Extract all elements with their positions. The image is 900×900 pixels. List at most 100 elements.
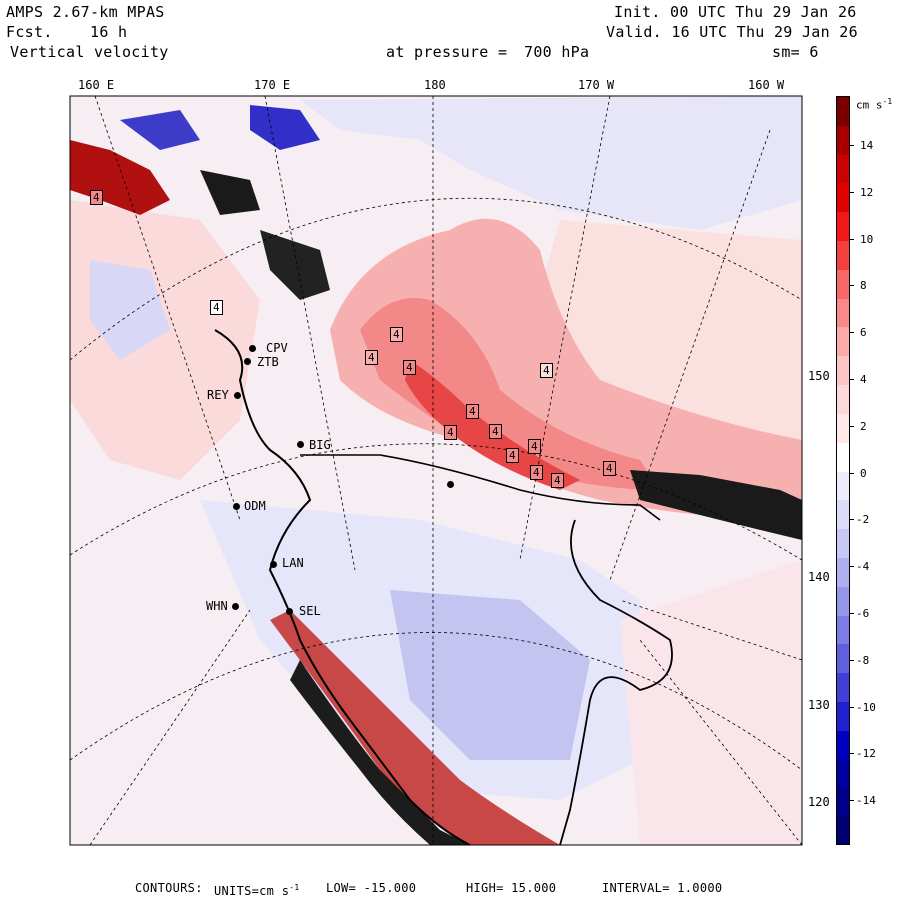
station-marker bbox=[297, 441, 304, 448]
lon-label-170e: 170 E bbox=[254, 78, 291, 92]
pressure-label: at pressure = bbox=[386, 43, 508, 61]
ice-shelf-front bbox=[300, 454, 661, 521]
contour-label: 4 bbox=[489, 424, 502, 439]
init-time: Init. 00 UTC Thu 29 Jan 26 bbox=[614, 3, 857, 21]
colorbar-swatch bbox=[837, 356, 849, 386]
field-name: Vertical velocity bbox=[10, 43, 169, 61]
colorbar-swatch bbox=[837, 759, 849, 789]
colorbar-swatch bbox=[837, 154, 849, 184]
colorbar-swatch bbox=[837, 557, 849, 588]
station-label-whn: WHN bbox=[206, 599, 228, 613]
negative-region-north bbox=[300, 96, 802, 230]
model-title: AMPS 2.67-km MPAS bbox=[6, 3, 165, 21]
colorbar-swatch bbox=[837, 327, 849, 357]
colorbar-swatch bbox=[837, 241, 849, 271]
contour-label: 4 bbox=[528, 439, 541, 454]
footer-units-exponent: -1 bbox=[289, 883, 300, 892]
station-marker bbox=[447, 481, 454, 488]
colorbar-swatch bbox=[837, 471, 849, 501]
contour-label: 4 bbox=[551, 473, 564, 488]
footer-high: HIGH= 15.000 bbox=[466, 881, 557, 895]
contour-label: 4 bbox=[365, 350, 378, 365]
station-marker bbox=[286, 608, 293, 615]
colorbar-tick bbox=[850, 659, 854, 661]
colorbar-tick bbox=[850, 472, 854, 474]
colorbar-tick bbox=[850, 425, 854, 427]
forecast-hours: 16 h bbox=[90, 23, 128, 41]
colorbar-swatch bbox=[837, 673, 849, 703]
intense-cell-nw-blue bbox=[120, 110, 200, 150]
contour-label: 4 bbox=[444, 425, 457, 440]
colorbar-tick bbox=[850, 379, 854, 380]
intense-cell-coast1 bbox=[260, 230, 330, 300]
colorbar-tick-label: 12 bbox=[860, 185, 874, 199]
contour-label: 4 bbox=[390, 327, 403, 342]
footer-units: UNITS=cm s-1 bbox=[214, 880, 299, 899]
map-frame bbox=[69, 95, 803, 846]
colorbar-swatch bbox=[837, 500, 849, 530]
colorbar-tick bbox=[850, 566, 854, 568]
contour-label: 4 bbox=[530, 465, 543, 480]
colorbar-tick bbox=[850, 285, 854, 287]
station-marker bbox=[234, 392, 241, 399]
colorbar-swatch bbox=[837, 701, 849, 732]
colorbar-tick-label: 10 bbox=[860, 232, 874, 246]
footer-contours: CONTOURS: bbox=[135, 881, 203, 895]
pressure-level: 700 hPa bbox=[524, 43, 590, 61]
colorbar-tick-label: -2 bbox=[856, 513, 870, 527]
colorbar-tick-label: 8 bbox=[860, 279, 867, 293]
colorbar-swatch bbox=[837, 615, 849, 645]
contour-label: 4 bbox=[210, 300, 223, 315]
colorbar-swatch bbox=[837, 97, 849, 127]
colorbar-swatch bbox=[837, 442, 849, 472]
contour-label: 4 bbox=[90, 190, 103, 205]
smoothing-value: sm= 6 bbox=[772, 43, 819, 61]
positive-band-outer bbox=[330, 218, 802, 520]
colorbar-tick-label: -12 bbox=[856, 747, 876, 761]
contour-label: 4 bbox=[603, 461, 616, 476]
colorbar-swatch bbox=[837, 298, 849, 328]
contour-label: 4 bbox=[540, 363, 553, 378]
station-marker bbox=[232, 603, 239, 610]
lon-label-160e: 160 E bbox=[78, 78, 115, 92]
ice-shelf-edge bbox=[559, 519, 673, 845]
colorbar-tick bbox=[850, 800, 854, 802]
colorbar-tick bbox=[850, 191, 854, 193]
contour-label: 4 bbox=[506, 448, 519, 463]
valid-time: Valid. 16 UTC Thu 29 Jan 26 bbox=[606, 23, 858, 41]
positive-band-core bbox=[405, 360, 580, 490]
contour-label: 4 bbox=[466, 404, 479, 419]
coastline bbox=[214, 329, 471, 845]
positive-band-mid bbox=[360, 298, 660, 490]
colorbar-swatch bbox=[837, 212, 849, 242]
lon-label-160w: 160 W bbox=[748, 78, 785, 92]
station-marker bbox=[270, 561, 277, 568]
intense-cell-north bbox=[250, 105, 320, 150]
station-label-sel: SEL bbox=[299, 604, 321, 618]
station-label-rey: REY bbox=[207, 388, 229, 402]
colorbar-tick bbox=[850, 613, 854, 614]
colorbar-tick-label: -4 bbox=[856, 560, 870, 574]
colorbar-swatch bbox=[837, 586, 849, 617]
colorbar-tick bbox=[850, 145, 854, 146]
colorbar-tick-label: -10 bbox=[856, 700, 876, 714]
colorbar-swatch bbox=[837, 183, 849, 213]
colorbar-tick-label: 4 bbox=[860, 373, 867, 386]
colorbar-tick-label: -8 bbox=[856, 653, 870, 667]
colorbar-tick bbox=[850, 332, 854, 334]
colorbar-tick bbox=[850, 753, 854, 755]
intense-band-south-dark bbox=[290, 660, 470, 845]
colorbar-swatch bbox=[837, 125, 849, 156]
positive-region-southeast bbox=[620, 560, 802, 845]
station-marker bbox=[233, 503, 240, 510]
colorbar-tick-label: 2 bbox=[860, 419, 867, 433]
footer-interval: INTERVAL= 1.0000 bbox=[602, 881, 723, 895]
colorbar-tick-label: -6 bbox=[856, 607, 870, 620]
footer-low: LOW= -15.000 bbox=[326, 881, 417, 895]
colorbar-swatch bbox=[837, 788, 849, 818]
intense-cell-coast2 bbox=[200, 170, 260, 215]
colorbar-tick-label: 0 bbox=[860, 466, 867, 480]
colorbar-swatch bbox=[837, 385, 849, 415]
colorbar-tick bbox=[850, 706, 854, 708]
colorbar-tick-label: 14 bbox=[860, 139, 874, 152]
